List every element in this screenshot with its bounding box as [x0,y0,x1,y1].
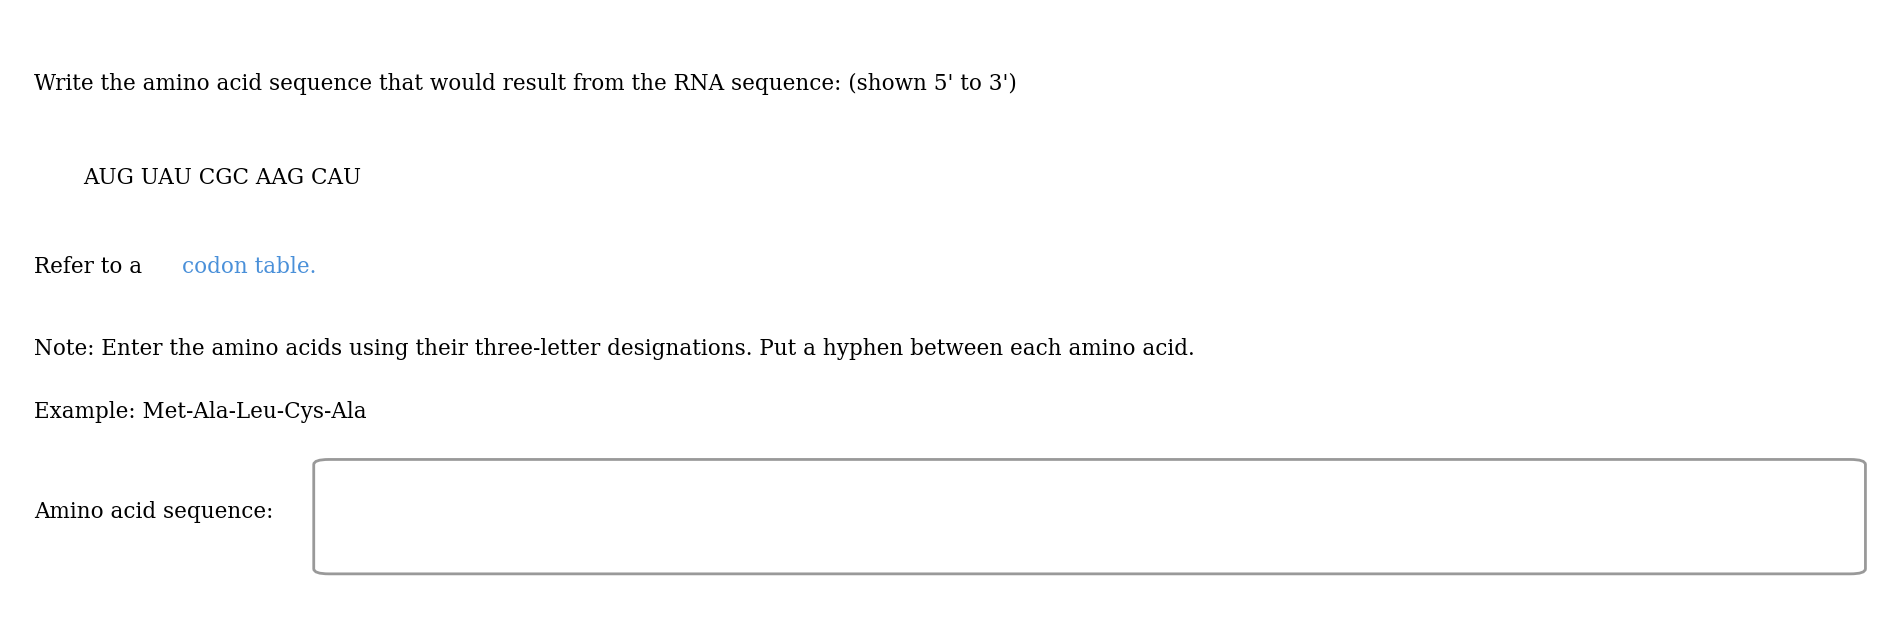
Text: Example: Met-Ala-Leu-Cys-Ala: Example: Met-Ala-Leu-Cys-Ala [34,401,366,423]
Text: Refer to a: Refer to a [34,256,149,278]
Text: Note: Enter the amino acids using their three-letter designations. Put a hyphen : Note: Enter the amino acids using their … [34,338,1194,360]
Text: codon table.: codon table. [183,256,317,278]
Text: Write the amino acid sequence that would result from the RNA sequence: (shown 5': Write the amino acid sequence that would… [34,73,1016,95]
Text: AUG UAU CGC AAG CAU: AUG UAU CGC AAG CAU [83,167,361,190]
Text: Amino acid sequence:: Amino acid sequence: [34,501,274,523]
FancyBboxPatch shape [314,459,1864,574]
